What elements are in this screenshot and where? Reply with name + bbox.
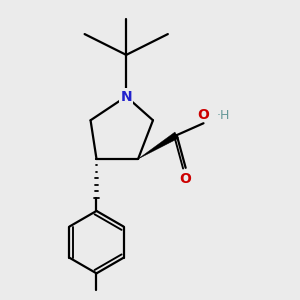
- Text: N: N: [120, 89, 132, 103]
- Text: O: O: [180, 172, 192, 186]
- Text: O: O: [198, 108, 209, 122]
- Polygon shape: [138, 132, 178, 159]
- Text: ·H: ·H: [217, 109, 230, 122]
